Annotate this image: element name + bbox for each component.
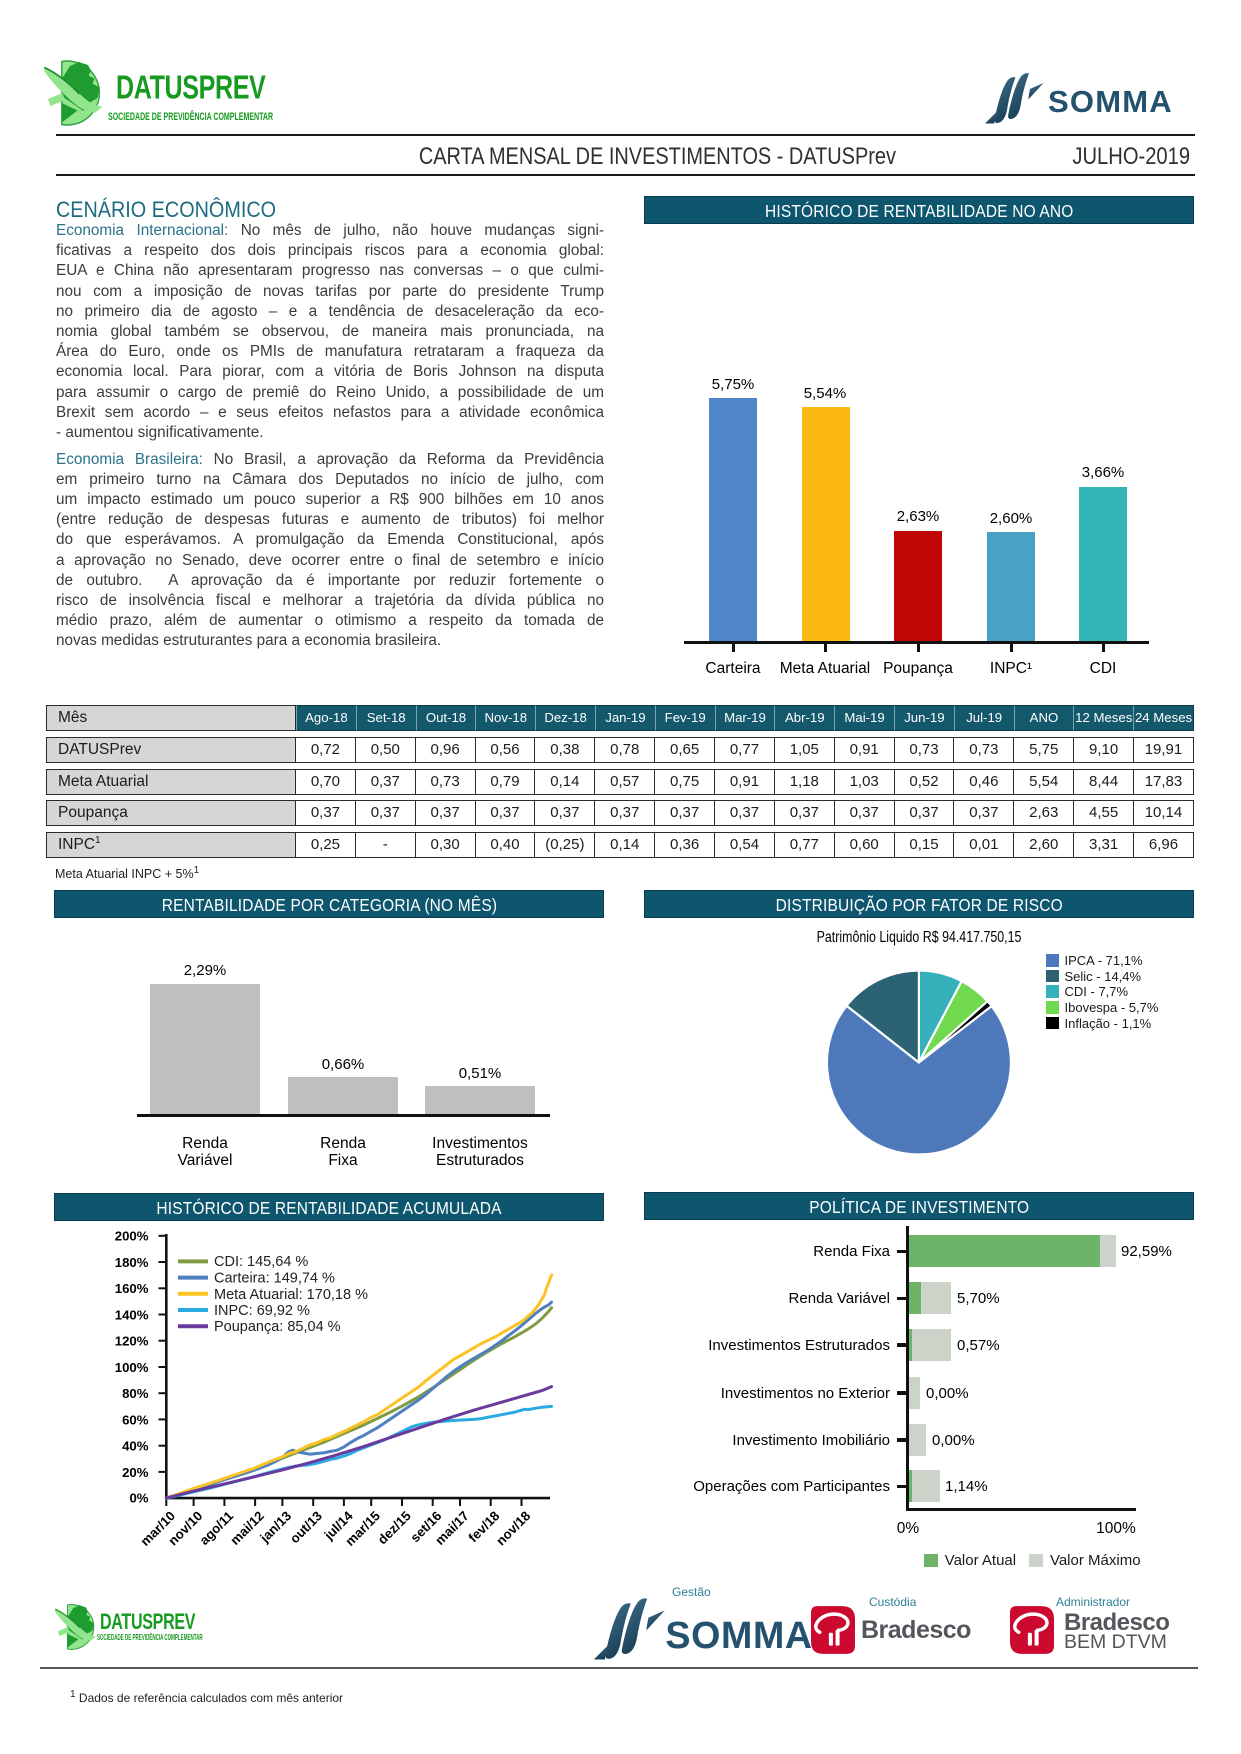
svg-text:40%: 40% [122, 1439, 149, 1454]
svg-text:140%: 140% [115, 1307, 149, 1322]
svg-text:80%: 80% [122, 1386, 149, 1401]
svg-text:SOMMA: SOMMA [1048, 84, 1172, 119]
svg-text:INPC: 69,92 %: INPC: 69,92 % [214, 1303, 310, 1319]
svg-text:180%: 180% [115, 1255, 149, 1270]
svg-text:160%: 160% [115, 1281, 149, 1296]
svg-text:60%: 60% [122, 1412, 149, 1427]
svg-text:0%: 0% [129, 1491, 148, 1506]
svg-text:SOMMA: SOMMA [665, 1614, 812, 1656]
svg-text:CDI: 145,64 %: CDI: 145,64 % [214, 1254, 308, 1270]
svg-text:120%: 120% [115, 1334, 149, 1349]
svg-text:Poupança: 85,04 %: Poupança: 85,04 % [214, 1319, 341, 1335]
svg-text:100%: 100% [115, 1360, 149, 1375]
svg-text:Meta Atuarial: 170,18 %: Meta Atuarial: 170,18 % [214, 1287, 368, 1303]
svg-text:200%: 200% [115, 1229, 149, 1244]
svg-text:Carteira: 149,74 %: Carteira: 149,74 % [214, 1271, 335, 1287]
svg-text:20%: 20% [122, 1465, 149, 1480]
